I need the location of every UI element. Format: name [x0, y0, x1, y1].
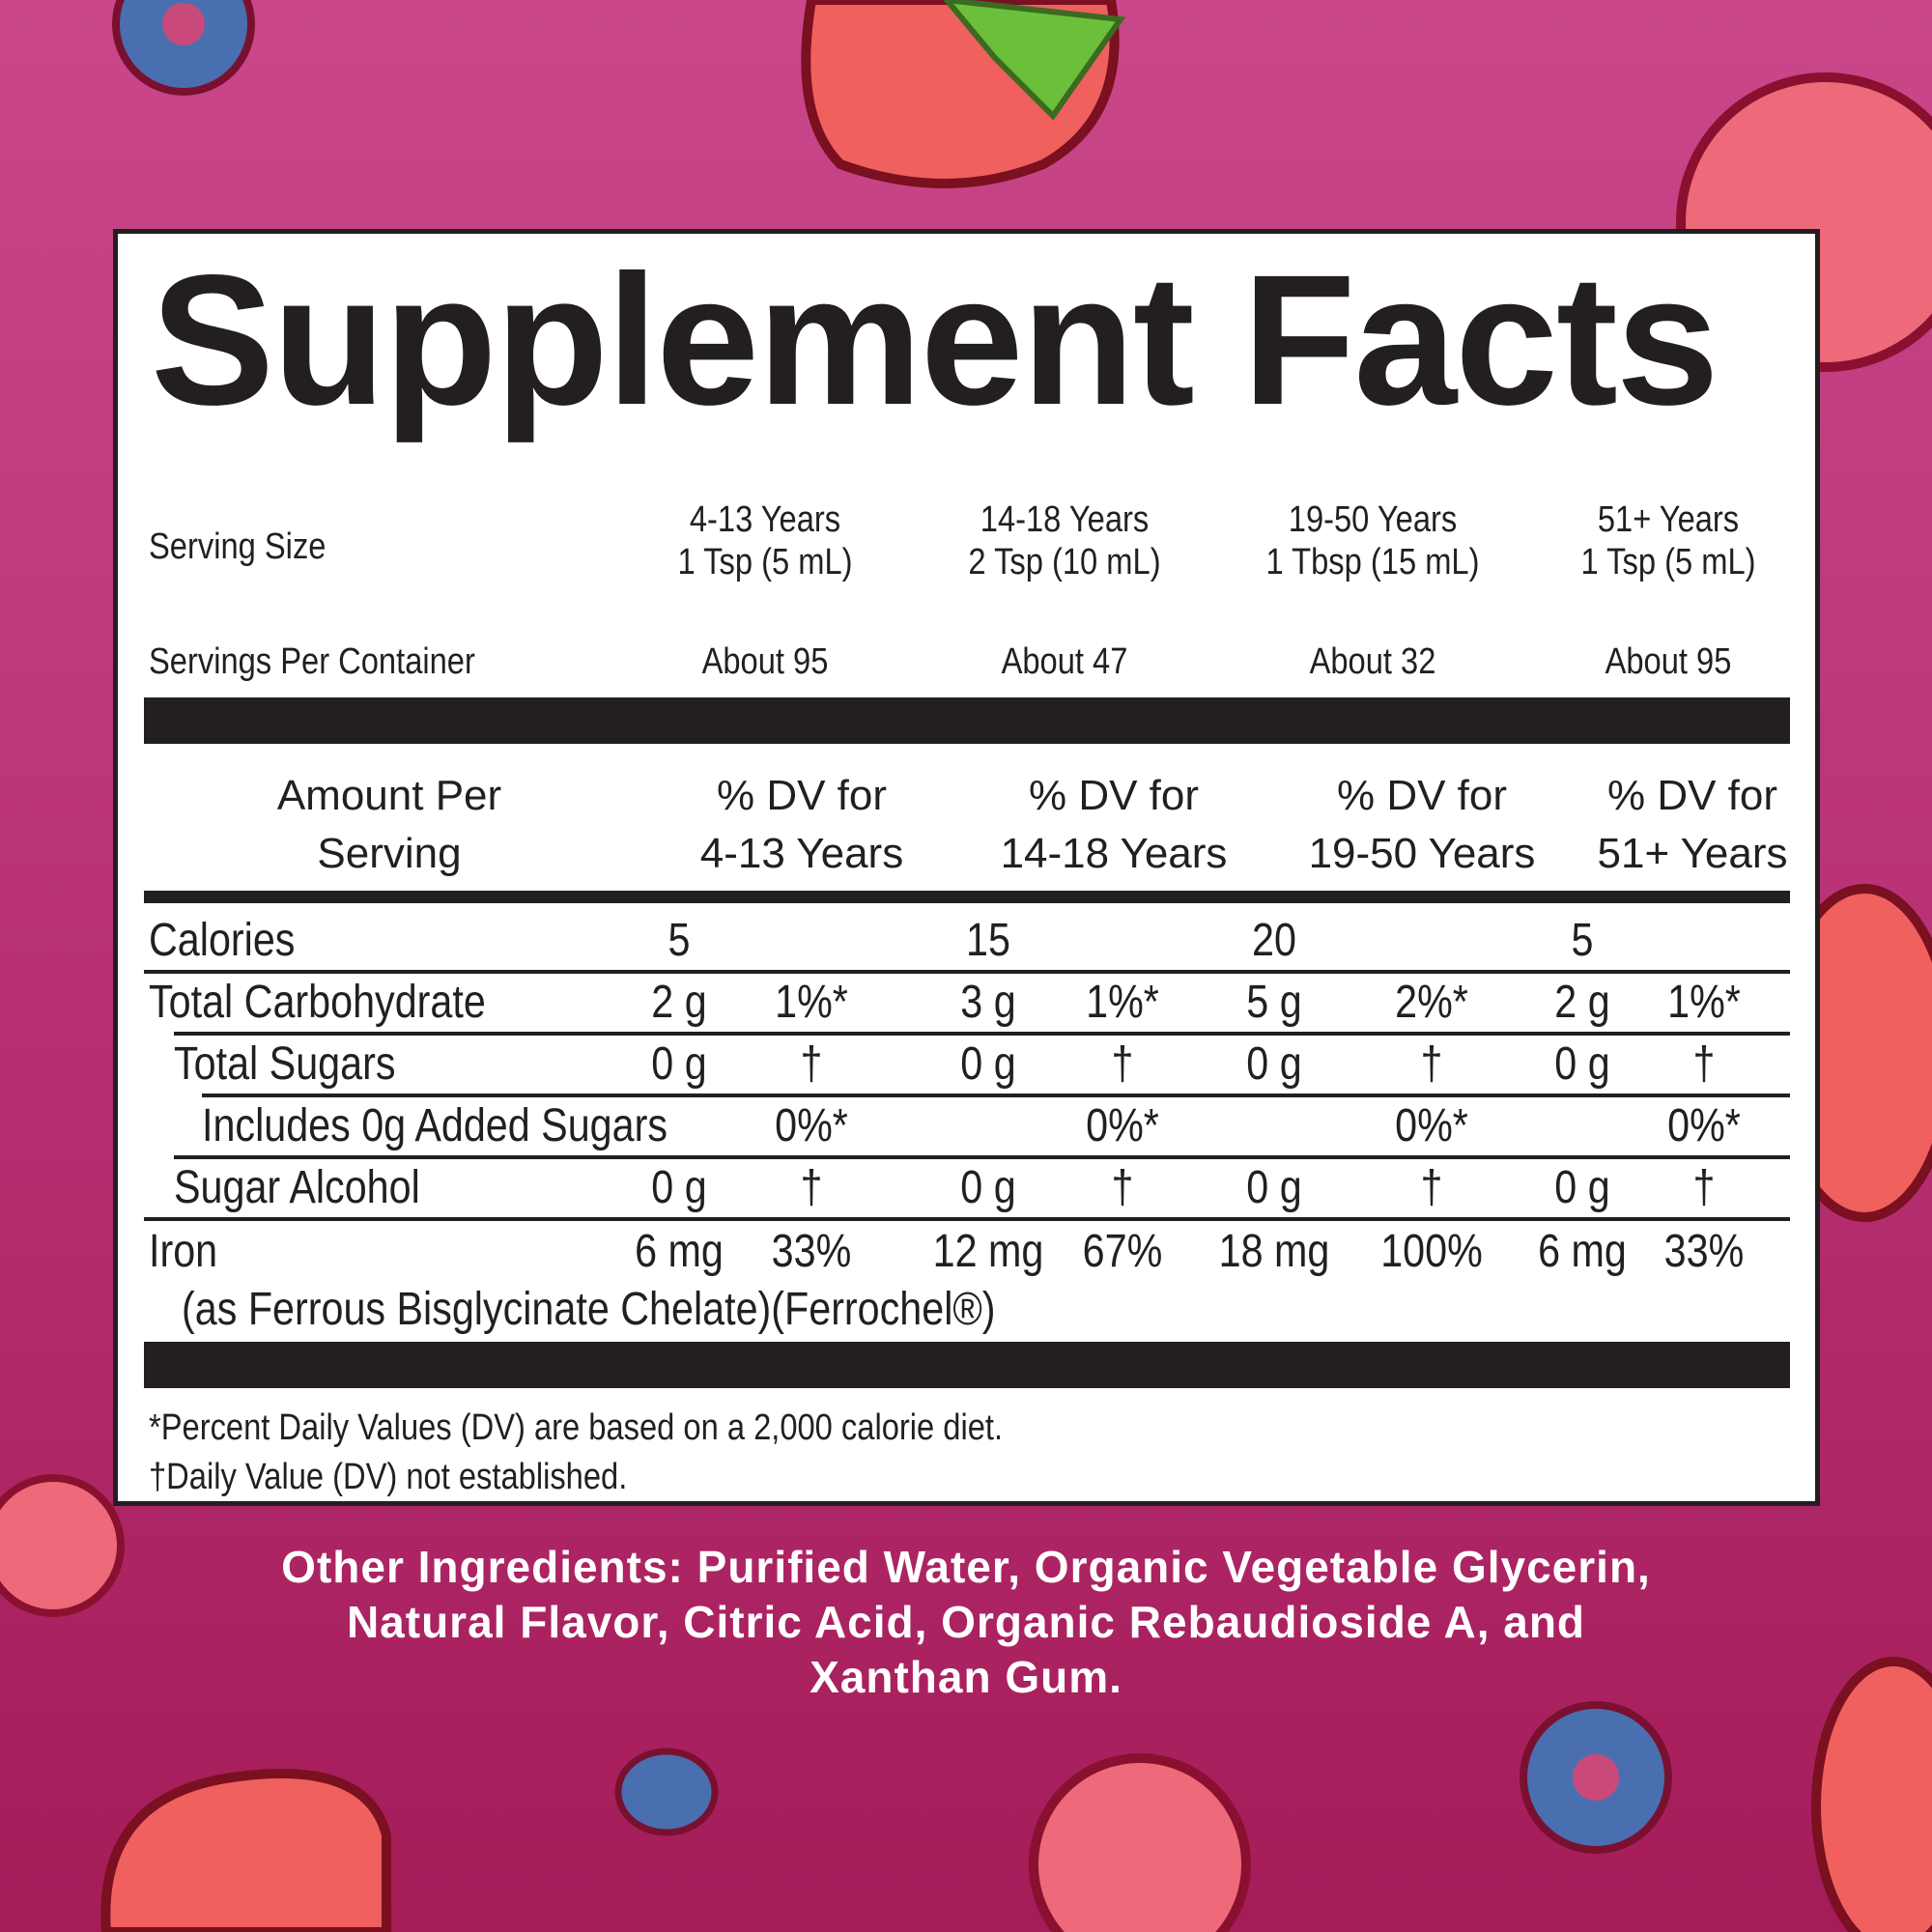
divider-bar	[144, 697, 1790, 744]
footnote-dv: *Percent Daily Values (DV) are based on …	[149, 1407, 1004, 1448]
nutrient-label: Includes 0g Added Sugars	[202, 1100, 668, 1151]
servings-per-container-label: Servings Per Container	[149, 641, 475, 682]
serving-size: 1 Tsp (5 mL)	[677, 542, 853, 582]
amount-per-serving-header: Amount Per Serving	[276, 772, 502, 877]
footnote-dagger: †Daily Value (DV) not established.	[149, 1457, 628, 1497]
serving-size: 1 Tsp (5 mL)	[1580, 542, 1756, 582]
amount: 0 g	[1246, 1162, 1302, 1213]
row-divider	[174, 1032, 1790, 1036]
amount: 12 mg	[932, 1226, 1044, 1277]
amount: 6 mg	[635, 1226, 724, 1277]
iron-source: (as Ferrous Bisglycinate Chelate)(Ferroc…	[182, 1284, 996, 1335]
amount: 5	[1571, 915, 1594, 966]
supplement-facts-panel: Supplement Facts Serving Size 4-13 Years…	[113, 229, 1820, 1506]
amount: 0 g	[1554, 1038, 1610, 1090]
serving-col-2: 14-18 Years 2 Tsp (10 mL)	[968, 498, 1160, 583]
serving-size: 2 Tsp (10 mL)	[968, 542, 1161, 582]
percent-dv: 100%	[1380, 1226, 1483, 1277]
nutrient-label: Iron	[149, 1226, 218, 1277]
amount: 0 g	[651, 1162, 707, 1213]
serving-col-3: 19-50 Years 1 Tbsp (15 mL)	[1266, 498, 1480, 583]
age-group: 14-18 Years	[980, 499, 1150, 540]
strawberry-icon	[801, 0, 1126, 188]
percent-dv: 33%	[771, 1226, 852, 1277]
age-group: 19-50 Years	[1288, 499, 1458, 540]
amount: 0 g	[1554, 1162, 1610, 1213]
dv-header-1: % DV for 4-13 Years	[699, 772, 904, 877]
row-divider	[144, 1217, 1790, 1221]
amount: 6 mg	[1538, 1226, 1627, 1277]
percent-dv: 1%*	[1667, 977, 1741, 1028]
amount: 0 g	[960, 1038, 1016, 1090]
servings-value: About 95	[1605, 641, 1732, 682]
other-ingredients: Other Ingredients: Purified Water, Organ…	[281, 1542, 1651, 1702]
percent-dv: †	[800, 1162, 823, 1213]
serving-size: 1 Tbsp (15 mL)	[1265, 542, 1480, 582]
percent-dv: 0%*	[1086, 1100, 1159, 1151]
amount: 15	[966, 915, 1010, 966]
age-group: 4-13 Years	[689, 499, 841, 540]
nutrient-label: Total Sugars	[174, 1038, 396, 1090]
percent-dv: †	[800, 1038, 823, 1090]
thick-divider	[144, 891, 1790, 903]
blueberry-icon	[1520, 1701, 1672, 1854]
blueberry-icon	[112, 0, 255, 96]
percent-dv: 2%*	[1395, 977, 1468, 1028]
dv-header-2: % DV for 14-18 Years	[1000, 772, 1228, 877]
amount: 20	[1252, 915, 1296, 966]
strawberry-icon	[100, 1769, 391, 1932]
row-divider	[202, 1094, 1790, 1097]
percent-dv: 1%*	[775, 977, 848, 1028]
blueberry-icon	[614, 1747, 719, 1836]
page-title: Supplement Facts	[151, 236, 1719, 443]
dv-header-4: % DV for 51+ Years	[1597, 772, 1788, 877]
percent-dv: †	[1420, 1038, 1443, 1090]
row-divider	[174, 1155, 1790, 1159]
amount: 3 g	[960, 977, 1016, 1028]
percent-dv: †	[1692, 1162, 1716, 1213]
percent-dv: 1%*	[1086, 977, 1159, 1028]
percent-dv: †	[1420, 1162, 1443, 1213]
amount: 2 g	[651, 977, 707, 1028]
raspberry-icon	[1029, 1753, 1251, 1932]
percent-dv: 67%	[1082, 1226, 1163, 1277]
strawberry-icon	[1811, 1657, 1932, 1932]
percent-dv: †	[1111, 1038, 1134, 1090]
percent-dv: 33%	[1663, 1226, 1745, 1277]
amount: 0 g	[651, 1038, 707, 1090]
nutrient-label: Total Carbohydrate	[149, 977, 486, 1028]
row-divider	[144, 970, 1790, 974]
serving-size-label: Serving Size	[149, 526, 327, 567]
percent-dv: 0%*	[1667, 1100, 1741, 1151]
nutrient-label: Calories	[149, 915, 296, 966]
dv-header-3: % DV for 19-50 Years	[1308, 772, 1536, 877]
amount: 18 mg	[1218, 1226, 1330, 1277]
percent-dv: 0%*	[775, 1100, 848, 1151]
amount: 5	[668, 915, 691, 966]
amount: 0 g	[960, 1162, 1016, 1213]
servings-value: About 95	[701, 641, 829, 682]
percent-dv: †	[1111, 1162, 1134, 1213]
servings-value: About 47	[1001, 641, 1128, 682]
age-group: 51+ Years	[1597, 499, 1740, 540]
percent-dv: 0%*	[1395, 1100, 1468, 1151]
serving-col-1: 4-13 Years 1 Tsp (5 mL)	[677, 498, 852, 583]
nutrient-label: Sugar Alcohol	[174, 1162, 420, 1213]
amount: 2 g	[1554, 977, 1610, 1028]
percent-dv: †	[1692, 1038, 1716, 1090]
serving-col-4: 51+ Years 1 Tsp (5 mL)	[1580, 498, 1755, 583]
servings-value: About 32	[1309, 641, 1436, 682]
raspberry-icon	[0, 1474, 125, 1617]
divider-bar	[144, 1342, 1790, 1388]
amount: 5 g	[1246, 977, 1302, 1028]
amount: 0 g	[1246, 1038, 1302, 1090]
